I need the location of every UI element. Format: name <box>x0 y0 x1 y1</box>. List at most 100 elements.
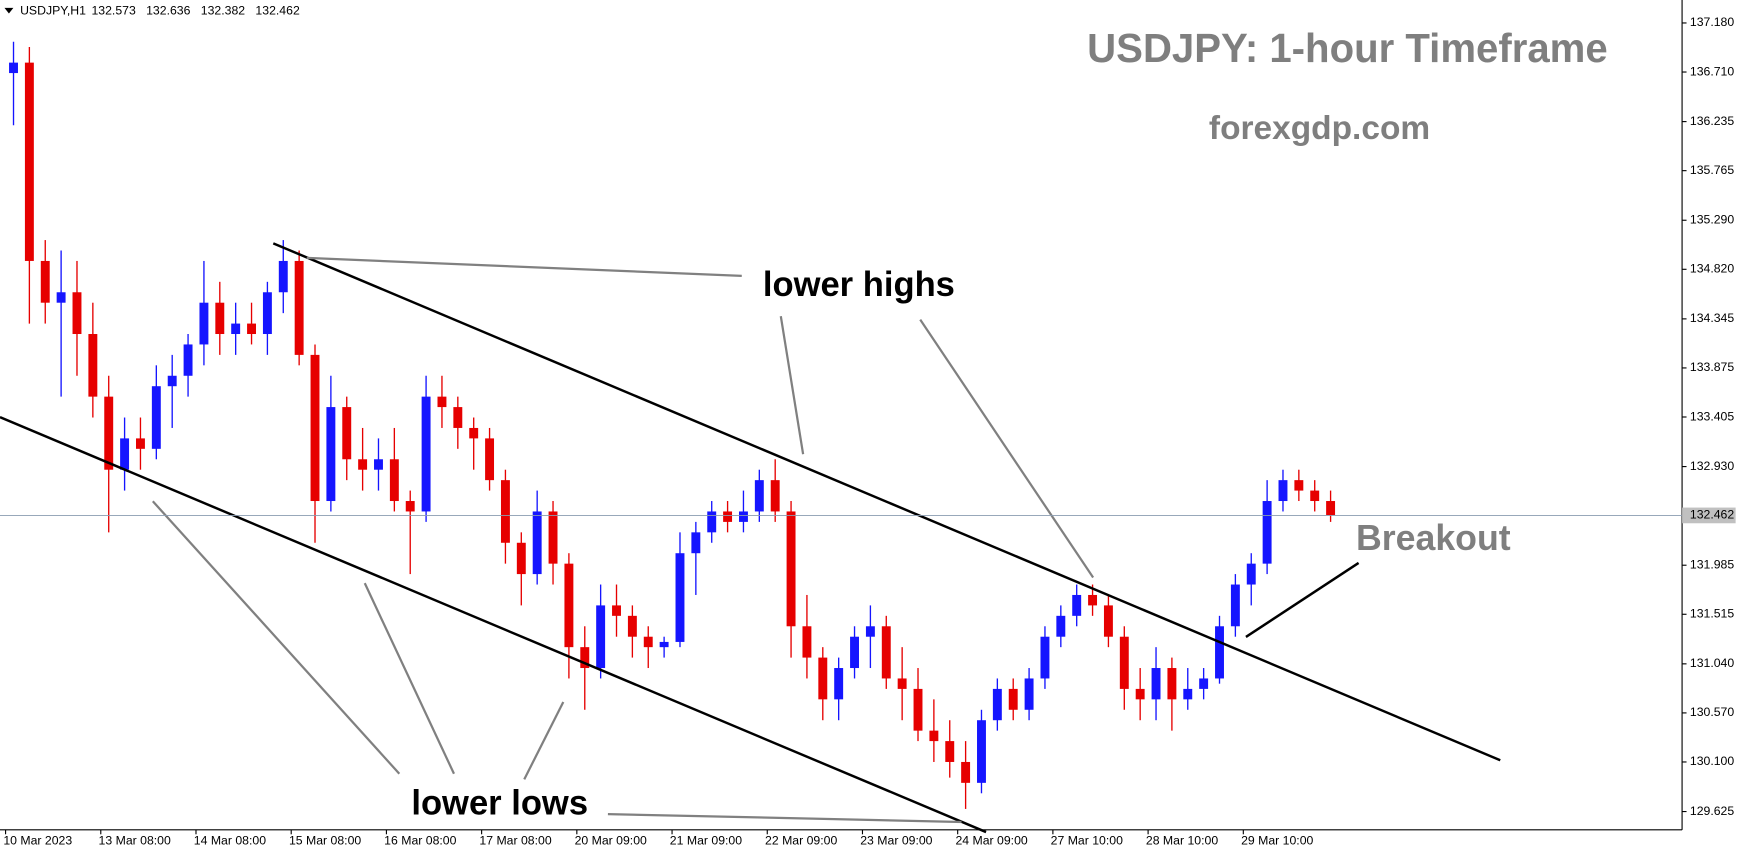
y-tick-label: 136.710 <box>1690 64 1734 78</box>
x-tick-label: 29 Mar 10:00 <box>1241 833 1313 847</box>
annotation: Breakout <box>1356 518 1511 558</box>
candle-body <box>675 553 685 642</box>
menu-triangle <box>4 7 14 14</box>
candle-body <box>770 480 780 512</box>
x-tick-label: 13 Mar 08:00 <box>99 833 171 847</box>
candle-body <box>88 334 98 397</box>
candle-body <box>1310 490 1320 502</box>
x-tick-label: 17 Mar 08:00 <box>479 833 551 847</box>
candle-body <box>358 459 368 470</box>
header-open: 132.573 <box>91 3 135 17</box>
candle-body <box>1040 636 1050 679</box>
y-tick-label: 137.180 <box>1690 15 1734 29</box>
candle-body <box>961 761 971 783</box>
candle-body <box>850 636 859 669</box>
pointer <box>607 812 962 824</box>
candle-body <box>929 730 939 742</box>
candle-body <box>913 688 923 731</box>
chart-title: USDJPY: 1-hour Timeframe <box>1087 26 1608 71</box>
candle-body <box>453 407 463 428</box>
candle-body <box>1135 688 1145 700</box>
candle-body <box>897 678 907 689</box>
candle-body <box>437 396 447 408</box>
candle-body <box>564 563 574 648</box>
candle-body <box>1230 584 1240 627</box>
y-tick-label: 131.515 <box>1690 607 1734 621</box>
candle-body <box>1056 615 1066 637</box>
candle-body <box>199 302 209 345</box>
candle-body <box>612 605 621 616</box>
candle-body <box>818 657 828 700</box>
candle-body <box>977 720 986 783</box>
candle-body <box>1183 688 1193 700</box>
candle-body <box>1294 480 1304 491</box>
candle-body <box>1119 636 1129 689</box>
candle-body <box>262 292 272 335</box>
candle-body <box>135 438 145 449</box>
breakout-arrow <box>1245 561 1360 638</box>
candle-body <box>374 459 383 470</box>
candle-body <box>1072 594 1082 616</box>
x-tick-label: 16 Mar 08:00 <box>384 833 456 847</box>
pointer <box>306 256 742 277</box>
candle-body <box>389 459 399 502</box>
annotation: lower highs <box>763 266 955 304</box>
annotation: lower lows <box>411 784 588 822</box>
y-tick-label: 131.985 <box>1690 557 1734 571</box>
candle-body <box>120 438 130 470</box>
candle-body <box>294 260 304 355</box>
candle-body <box>516 542 526 575</box>
candle-body <box>1326 501 1336 516</box>
pointer <box>363 582 455 775</box>
x-tick-label: 10 Mar 2023 <box>3 833 72 847</box>
candle-body <box>1246 563 1256 585</box>
candle-body <box>580 647 590 669</box>
candle-body <box>881 626 891 679</box>
pointer <box>779 316 805 455</box>
candle-body <box>1103 605 1113 637</box>
candle-body <box>1088 594 1098 606</box>
x-tick-label: 14 Mar 08:00 <box>194 833 266 847</box>
candle-body <box>72 292 82 335</box>
candle-body <box>786 511 796 627</box>
chart-subtitle: forexgdp.com <box>1209 110 1430 147</box>
candle-body <box>1262 501 1272 564</box>
candle-body <box>659 641 669 648</box>
pointer <box>919 318 1095 579</box>
candle-body <box>342 407 352 460</box>
candle-body <box>643 636 653 648</box>
lower-channel-line <box>0 416 987 834</box>
x-tick-label: 20 Mar 09:00 <box>575 833 647 847</box>
x-tick-label: 24 Mar 09:00 <box>955 833 1027 847</box>
candle-body <box>1008 688 1018 710</box>
candle-body <box>834 668 844 700</box>
x-tick-label: 21 Mar 09:00 <box>670 833 742 847</box>
header-close: 132.462 <box>255 3 299 17</box>
candle-body <box>1024 678 1034 710</box>
y-tick-label: 133.875 <box>1690 360 1734 374</box>
symbol: USDJPY,H1 <box>20 3 86 17</box>
x-tick-label: 28 Mar 10:00 <box>1146 833 1218 847</box>
y-tick-label: 135.765 <box>1690 163 1734 177</box>
last-price-box <box>1682 507 1736 524</box>
x-tick-label: 27 Mar 10:00 <box>1051 833 1123 847</box>
y-tick-label: 130.570 <box>1690 705 1734 719</box>
candle-body <box>596 605 606 669</box>
y-tick-label: 134.345 <box>1690 311 1734 325</box>
header-high: 132.636 <box>146 3 190 17</box>
candle-body <box>485 438 495 481</box>
upper-channel-line <box>272 242 1501 762</box>
candle-body <box>469 427 479 439</box>
candle-body <box>40 260 50 303</box>
candle-body <box>1199 678 1209 689</box>
y-tick-label: 131.040 <box>1690 656 1734 670</box>
candle-body <box>326 407 336 502</box>
last-price-label: 132.462 <box>1690 508 1734 522</box>
candle-body <box>183 344 193 376</box>
candle-body <box>548 511 558 564</box>
candle-body <box>56 292 66 303</box>
candle-body <box>1151 668 1161 700</box>
candle-body <box>738 511 748 522</box>
pointer-lines <box>151 256 1095 824</box>
